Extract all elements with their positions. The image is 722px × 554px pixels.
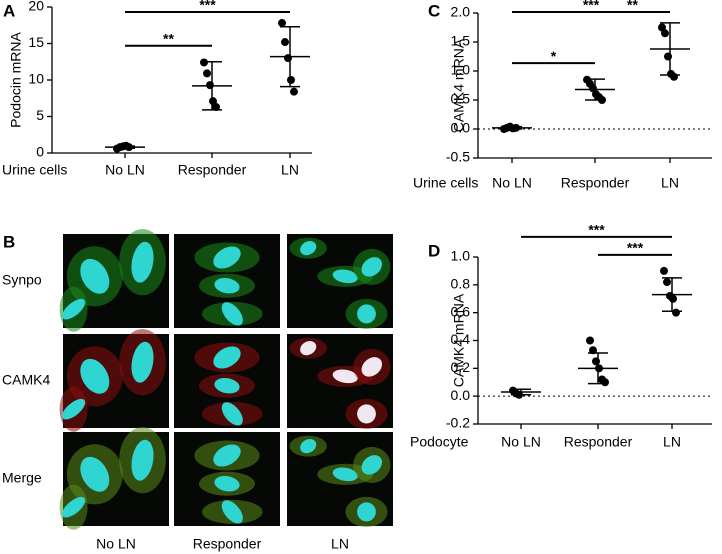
y-tick-label: 0.6 (451, 303, 471, 319)
y-tick-label: 0.8 (451, 276, 471, 292)
significance-label: *** (583, 0, 600, 13)
significance-label: *** (627, 240, 644, 256)
data-point (660, 266, 668, 275)
data-point (278, 19, 286, 28)
x-tick-label: Responder (561, 175, 630, 191)
x-tick-label: LN (661, 175, 679, 191)
y-tick-label: -0.2 (446, 415, 470, 431)
row-label: CAMK4 (2, 372, 50, 388)
panel-letter: A (3, 1, 15, 20)
x-axis-label: Urine cells (2, 162, 67, 178)
nucleus (213, 444, 241, 467)
y-tick-label: 1.0 (451, 248, 471, 264)
nucleus (361, 257, 383, 277)
data-point (669, 294, 677, 303)
y-axis-label: Podocin mRNA (8, 31, 24, 127)
y-tick-label: 5 (36, 107, 44, 123)
x-axis-label: Podocyte (410, 434, 469, 450)
data-point (203, 69, 211, 78)
panel-letter: D (428, 241, 440, 260)
nucleus (332, 269, 358, 284)
data-point (672, 308, 680, 317)
significance-label: * (551, 48, 557, 64)
x-tick-label: No LN (501, 434, 541, 450)
nucleus (213, 246, 241, 269)
column-label: LN (331, 536, 349, 552)
significance-label: ** (163, 30, 174, 46)
data-point (586, 336, 594, 345)
data-point (663, 278, 671, 287)
data-point (284, 54, 292, 63)
y-tick-label: 0.0 (451, 387, 471, 403)
nucleus (80, 258, 110, 294)
nucleus (332, 467, 358, 482)
nucleus (332, 369, 358, 384)
panel-letter: B (3, 232, 15, 251)
nucleus (131, 439, 154, 481)
y-tick-label: 0 (36, 144, 44, 160)
y-axis-label: CAMK4 mRNA (451, 38, 467, 132)
nucleus (357, 502, 376, 522)
y-tick-label: -0.5 (446, 149, 470, 165)
nucleus (80, 456, 110, 492)
y-tick-label: 15 (28, 34, 44, 50)
significance-label: *** (588, 222, 605, 238)
x-axis-label: Urine cells (413, 175, 478, 191)
nucleus (213, 346, 241, 369)
nucleus (214, 475, 240, 492)
row-label: Synpo (2, 272, 42, 288)
y-tick-label: 2.0 (451, 4, 471, 20)
y-tick-label: 20 (28, 0, 44, 14)
y-tick-label: 1.0 (451, 62, 471, 78)
nucleus (357, 404, 376, 424)
nucleus (361, 455, 383, 475)
data-point (592, 357, 600, 366)
significance-label: *** (199, 0, 216, 13)
x-tick-label: LN (281, 162, 299, 178)
panel-letter: C (428, 1, 440, 20)
data-point (664, 52, 672, 61)
x-tick-label: Responder (564, 434, 633, 450)
y-tick-label: 0.5 (451, 91, 471, 107)
nucleus (131, 341, 154, 383)
x-tick-label: No LN (492, 175, 532, 191)
column-label: Responder (193, 536, 262, 552)
nucleus (131, 241, 154, 283)
y-tick-label: 1.5 (451, 33, 471, 49)
nucleus (221, 500, 243, 524)
nucleus (62, 398, 86, 420)
y-tick-label: 0.4 (451, 331, 471, 347)
x-tick-label: Responder (178, 162, 247, 178)
y-tick-label: 0.2 (451, 359, 471, 375)
nucleus (300, 340, 317, 356)
y-tick-label: 0.0 (451, 120, 471, 136)
nucleus (300, 438, 317, 454)
data-point (290, 87, 298, 96)
y-tick-label: 10 (28, 71, 44, 87)
nucleus (221, 302, 243, 326)
nucleus (300, 240, 317, 256)
data-point (601, 378, 609, 387)
nucleus (62, 496, 86, 518)
column-label: No LN (96, 536, 136, 552)
row-label: Merge (2, 470, 42, 486)
x-tick-label: LN (663, 434, 681, 450)
x-tick-label: No LN (105, 162, 145, 178)
data-point (287, 76, 295, 84)
data-point (661, 29, 669, 38)
data-point (281, 38, 289, 47)
nucleus (361, 357, 383, 377)
nucleus (80, 358, 110, 394)
nucleus (62, 298, 86, 320)
nucleus (221, 402, 243, 426)
nucleus (214, 377, 240, 394)
data-point (589, 346, 597, 355)
y-axis-label: CAMK4 mRNA (451, 293, 467, 387)
nucleus (357, 304, 376, 324)
data-point (670, 72, 678, 81)
significance-label: ** (627, 0, 638, 13)
nucleus (214, 277, 240, 294)
data-point (212, 103, 220, 112)
